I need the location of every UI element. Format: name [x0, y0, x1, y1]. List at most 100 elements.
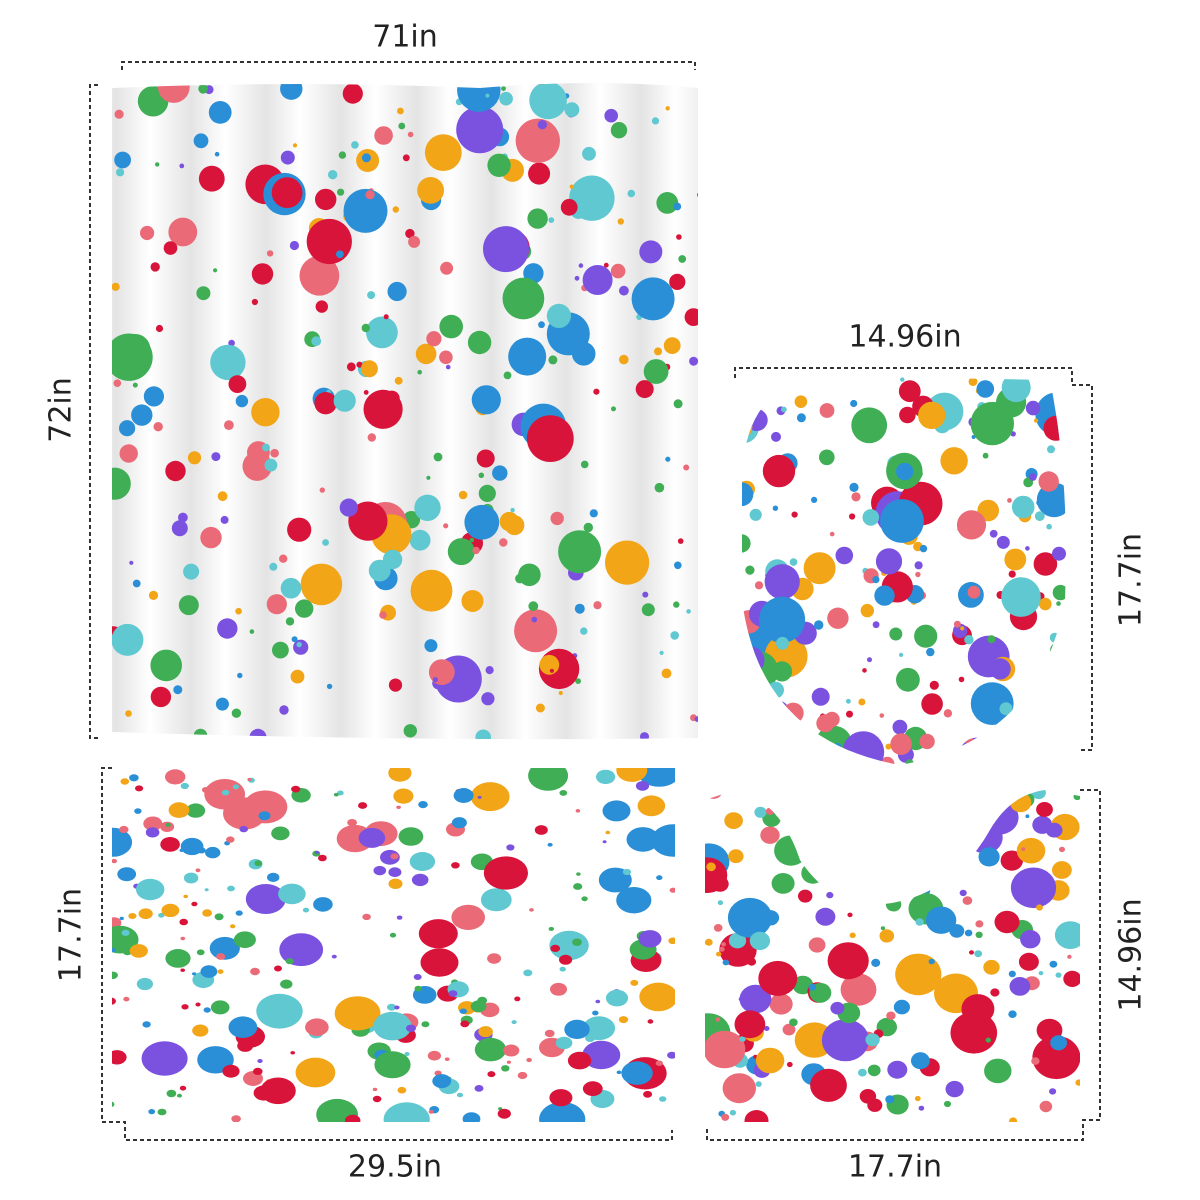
dot: [217, 491, 228, 502]
dot: [849, 831, 855, 837]
dot: [580, 460, 589, 469]
dot: [595, 999, 601, 1004]
dot: [755, 1081, 762, 1087]
dot: [291, 785, 301, 793]
dot: [178, 595, 199, 616]
dot: [862, 668, 867, 673]
dot: [555, 1036, 573, 1050]
dot: [503, 371, 512, 380]
dot: [451, 904, 486, 931]
dot: [1067, 954, 1072, 959]
dot: [249, 629, 255, 634]
dot: [749, 931, 771, 951]
dot: [654, 347, 662, 356]
dot: [1036, 482, 1066, 518]
dot: [112, 333, 153, 381]
dot: [715, 1017, 721, 1022]
dot: [280, 83, 303, 100]
dot: [890, 824, 898, 831]
dot: [366, 316, 398, 349]
dot: [642, 591, 649, 598]
dot: [879, 713, 885, 718]
dot: [300, 563, 343, 606]
dot: [235, 394, 249, 408]
dot: [117, 867, 137, 882]
dot: [485, 666, 494, 675]
dot: [742, 482, 754, 507]
dot: [762, 454, 796, 488]
dot: [1029, 473, 1037, 481]
dot: [573, 883, 583, 890]
dot: [564, 102, 580, 118]
dot: [945, 1080, 964, 1098]
dot: [526, 415, 574, 462]
dot: [214, 913, 224, 921]
dot: [539, 654, 560, 675]
dot: [418, 919, 458, 949]
dot: [832, 742, 843, 753]
dot: [228, 375, 247, 393]
dot: [729, 1109, 737, 1116]
dot: [453, 788, 474, 803]
dot: [975, 931, 983, 938]
dot: [492, 465, 508, 481]
dot: [763, 1026, 770, 1031]
dot: [203, 1007, 211, 1013]
dot: [745, 565, 755, 575]
dot: [420, 948, 459, 977]
dot: [131, 404, 153, 426]
dot: [940, 447, 968, 475]
dot: [112, 971, 118, 979]
dot: [819, 790, 842, 805]
dot: [1047, 445, 1055, 454]
dot: [257, 1059, 263, 1063]
dot: [195, 1002, 201, 1007]
dot: [811, 687, 830, 706]
dot: [337, 188, 345, 196]
dot: [849, 513, 856, 520]
dot: [237, 1039, 254, 1052]
dot: [574, 603, 585, 614]
dot: [767, 700, 790, 723]
dot: [112, 1101, 115, 1108]
dot: [251, 398, 280, 427]
dot: [683, 464, 690, 471]
dot: [1052, 861, 1072, 879]
dot: [1009, 1117, 1018, 1122]
dot: [885, 897, 902, 912]
dot: [119, 825, 129, 834]
dot: [1025, 546, 1030, 551]
dot: [548, 926, 554, 931]
dot: [571, 342, 596, 366]
dot: [969, 950, 974, 955]
dot: [470, 1000, 487, 1013]
dot: [801, 862, 825, 884]
dot: [180, 782, 189, 790]
dot: [262, 443, 270, 452]
dot: [526, 1057, 532, 1063]
dot: [444, 1057, 450, 1061]
dot: [266, 594, 287, 615]
dot: [569, 184, 574, 189]
dot: [394, 376, 403, 385]
dot: [114, 109, 124, 119]
dot: [843, 811, 863, 829]
dot: [829, 531, 835, 537]
dot: [396, 805, 401, 809]
dot: [880, 926, 886, 931]
dot: [427, 1050, 441, 1061]
dot: [896, 462, 914, 481]
dot: [1036, 904, 1043, 911]
dot: [208, 101, 232, 124]
dot: [406, 1024, 416, 1033]
dot: [782, 702, 804, 724]
dot: [953, 620, 961, 628]
dot: [390, 853, 399, 860]
dot: [210, 1000, 230, 1015]
dot: [909, 868, 917, 875]
dot: [296, 641, 302, 648]
dot: [598, 867, 632, 893]
dot: [119, 420, 136, 437]
dot: [271, 177, 303, 209]
dot: [180, 968, 185, 972]
